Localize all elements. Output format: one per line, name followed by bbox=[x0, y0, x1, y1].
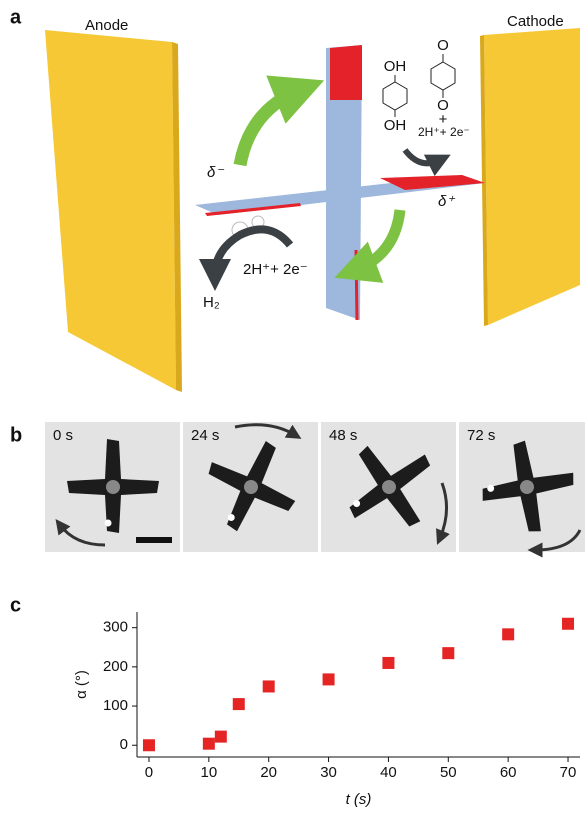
panel-c: c 0 100 200 300 0 10 20 30 40 50 60 70 t (s) α (°) bbox=[10, 594, 580, 808]
panel-label: c bbox=[10, 594, 21, 616]
rotation-arrow bbox=[355, 210, 400, 270]
marker-dot bbox=[105, 520, 112, 527]
hydroquinone-ring bbox=[383, 82, 407, 110]
x-tick-label: 60 bbox=[500, 764, 517, 781]
figure: a Anode Cathode δ⁻ δ⁺ 2H⁺+ 2e⁻ H₂ OH OH bbox=[0, 0, 587, 815]
panel-label: b bbox=[10, 424, 22, 446]
y-axis-label: α (°) bbox=[73, 670, 90, 699]
y-tick-label: 200 bbox=[103, 658, 128, 675]
hydroquinone-top: OH bbox=[384, 58, 407, 75]
delta-minus: δ⁻ bbox=[207, 164, 224, 181]
frame-time: 48 s bbox=[329, 427, 357, 444]
y-tick-label: 0 bbox=[120, 736, 128, 753]
quinone-top: O bbox=[437, 37, 449, 54]
scale-bar bbox=[136, 537, 172, 543]
panel-b: b 0 s 24 s 48 s 72 s bbox=[10, 422, 585, 552]
data-point bbox=[562, 618, 574, 630]
data-point bbox=[143, 739, 155, 751]
y-tick-label: 100 bbox=[103, 697, 128, 714]
product-text: H₂ bbox=[203, 294, 220, 311]
motor-hub bbox=[106, 480, 120, 494]
frame-time: 0 s bbox=[53, 427, 73, 444]
panel-a: a Anode Cathode δ⁻ δ⁺ 2H⁺+ 2e⁻ H₂ OH OH bbox=[10, 6, 580, 392]
cathode-plate bbox=[484, 28, 580, 325]
x-tick-label: 30 bbox=[320, 764, 337, 781]
x-tick-label: 70 bbox=[560, 764, 577, 781]
x-tick-label: 40 bbox=[380, 764, 397, 781]
quinone-ring bbox=[431, 62, 455, 90]
vertical-edge bbox=[356, 250, 357, 320]
oxidation-text: 2H⁺+ 2e⁻ bbox=[418, 125, 470, 139]
data-point bbox=[442, 647, 454, 659]
data-point bbox=[215, 731, 227, 743]
vertical-tip bbox=[330, 45, 362, 100]
cathode-label: Cathode bbox=[507, 13, 564, 30]
anode-plate bbox=[45, 30, 176, 390]
data-point bbox=[502, 628, 514, 640]
panel-label: a bbox=[10, 6, 22, 28]
reduction-text: 2H⁺+ 2e⁻ bbox=[243, 261, 308, 278]
frame-time: 72 s bbox=[467, 427, 495, 444]
hydroquinone-bottom: OH bbox=[384, 117, 407, 134]
data-point bbox=[233, 698, 245, 710]
y-tick-label: 300 bbox=[103, 619, 128, 636]
x-axis-label: t (s) bbox=[346, 791, 372, 808]
anode-label: Anode bbox=[85, 17, 128, 34]
data-point bbox=[382, 657, 394, 669]
data-point bbox=[263, 680, 275, 692]
x-tick-label: 50 bbox=[440, 764, 457, 781]
data-point bbox=[203, 738, 215, 750]
x-tick-label: 0 bbox=[145, 764, 153, 781]
rotation-arrow bbox=[240, 90, 300, 165]
data-point bbox=[323, 673, 335, 685]
x-tick-label: 10 bbox=[200, 764, 217, 781]
frame-time: 24 s bbox=[191, 427, 219, 444]
reaction-arrow bbox=[405, 150, 440, 163]
delta-plus: δ⁺ bbox=[438, 193, 455, 210]
x-tick-label: 20 bbox=[260, 764, 277, 781]
